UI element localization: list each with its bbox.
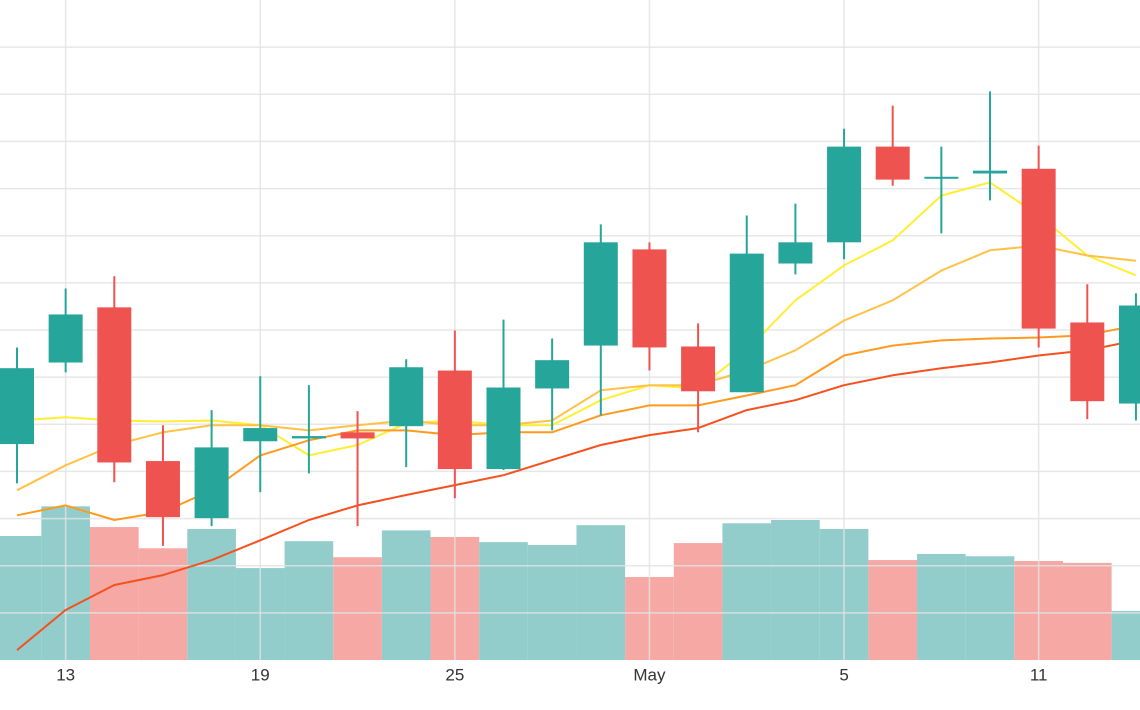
moving-average-line xyxy=(16,339,1137,651)
x-tick-label: May xyxy=(633,665,666,684)
candle-body xyxy=(875,146,910,180)
candle-body xyxy=(778,242,813,264)
candle-body xyxy=(1021,168,1056,329)
candle-body xyxy=(681,346,716,392)
volume-bar xyxy=(527,544,577,660)
candle-body xyxy=(486,387,521,470)
volume-bar xyxy=(0,536,42,660)
volume-bar xyxy=(868,560,918,660)
candle-body xyxy=(97,307,132,463)
volume-bar xyxy=(722,523,772,660)
candle-body xyxy=(632,249,667,348)
candle-body xyxy=(243,428,278,442)
candle-body xyxy=(1070,322,1105,402)
x-tick-label: 5 xyxy=(839,665,848,684)
volume-bar xyxy=(1111,610,1140,660)
x-tick-label: 25 xyxy=(445,665,464,684)
volume-bar xyxy=(333,557,382,660)
moving-average-line xyxy=(16,181,1137,457)
volume-bar xyxy=(965,556,1015,660)
volume-bar xyxy=(1062,562,1112,660)
volume-bar xyxy=(479,542,528,660)
candle-body xyxy=(389,367,424,427)
candle-body xyxy=(0,368,34,445)
volume-bar xyxy=(576,525,626,660)
volume-bar xyxy=(187,528,236,660)
x-tick-label: 11 xyxy=(1030,665,1048,684)
moving-average-line xyxy=(16,244,1137,492)
candle-body xyxy=(340,432,375,439)
candle-body xyxy=(291,436,326,439)
volume-bar xyxy=(771,519,820,660)
candle-body xyxy=(194,447,229,519)
candle-body xyxy=(535,360,570,389)
x-tick-label: 13 xyxy=(56,665,75,684)
moving-average-line xyxy=(16,324,1137,521)
volume-bar xyxy=(917,553,966,660)
candle-body xyxy=(583,242,618,346)
candle-body xyxy=(729,253,764,393)
candle-body xyxy=(145,461,180,518)
candle-body xyxy=(48,314,83,363)
x-tick-label: 19 xyxy=(251,665,270,684)
volume-bar xyxy=(138,548,188,660)
candle-body xyxy=(827,146,862,243)
candle-body xyxy=(437,370,472,470)
volume-bar xyxy=(673,543,723,660)
candle-body xyxy=(1118,305,1140,404)
volume-bar xyxy=(284,541,334,660)
volume-bar xyxy=(381,530,431,660)
candle-body xyxy=(973,170,1007,174)
candle-body xyxy=(924,176,959,179)
